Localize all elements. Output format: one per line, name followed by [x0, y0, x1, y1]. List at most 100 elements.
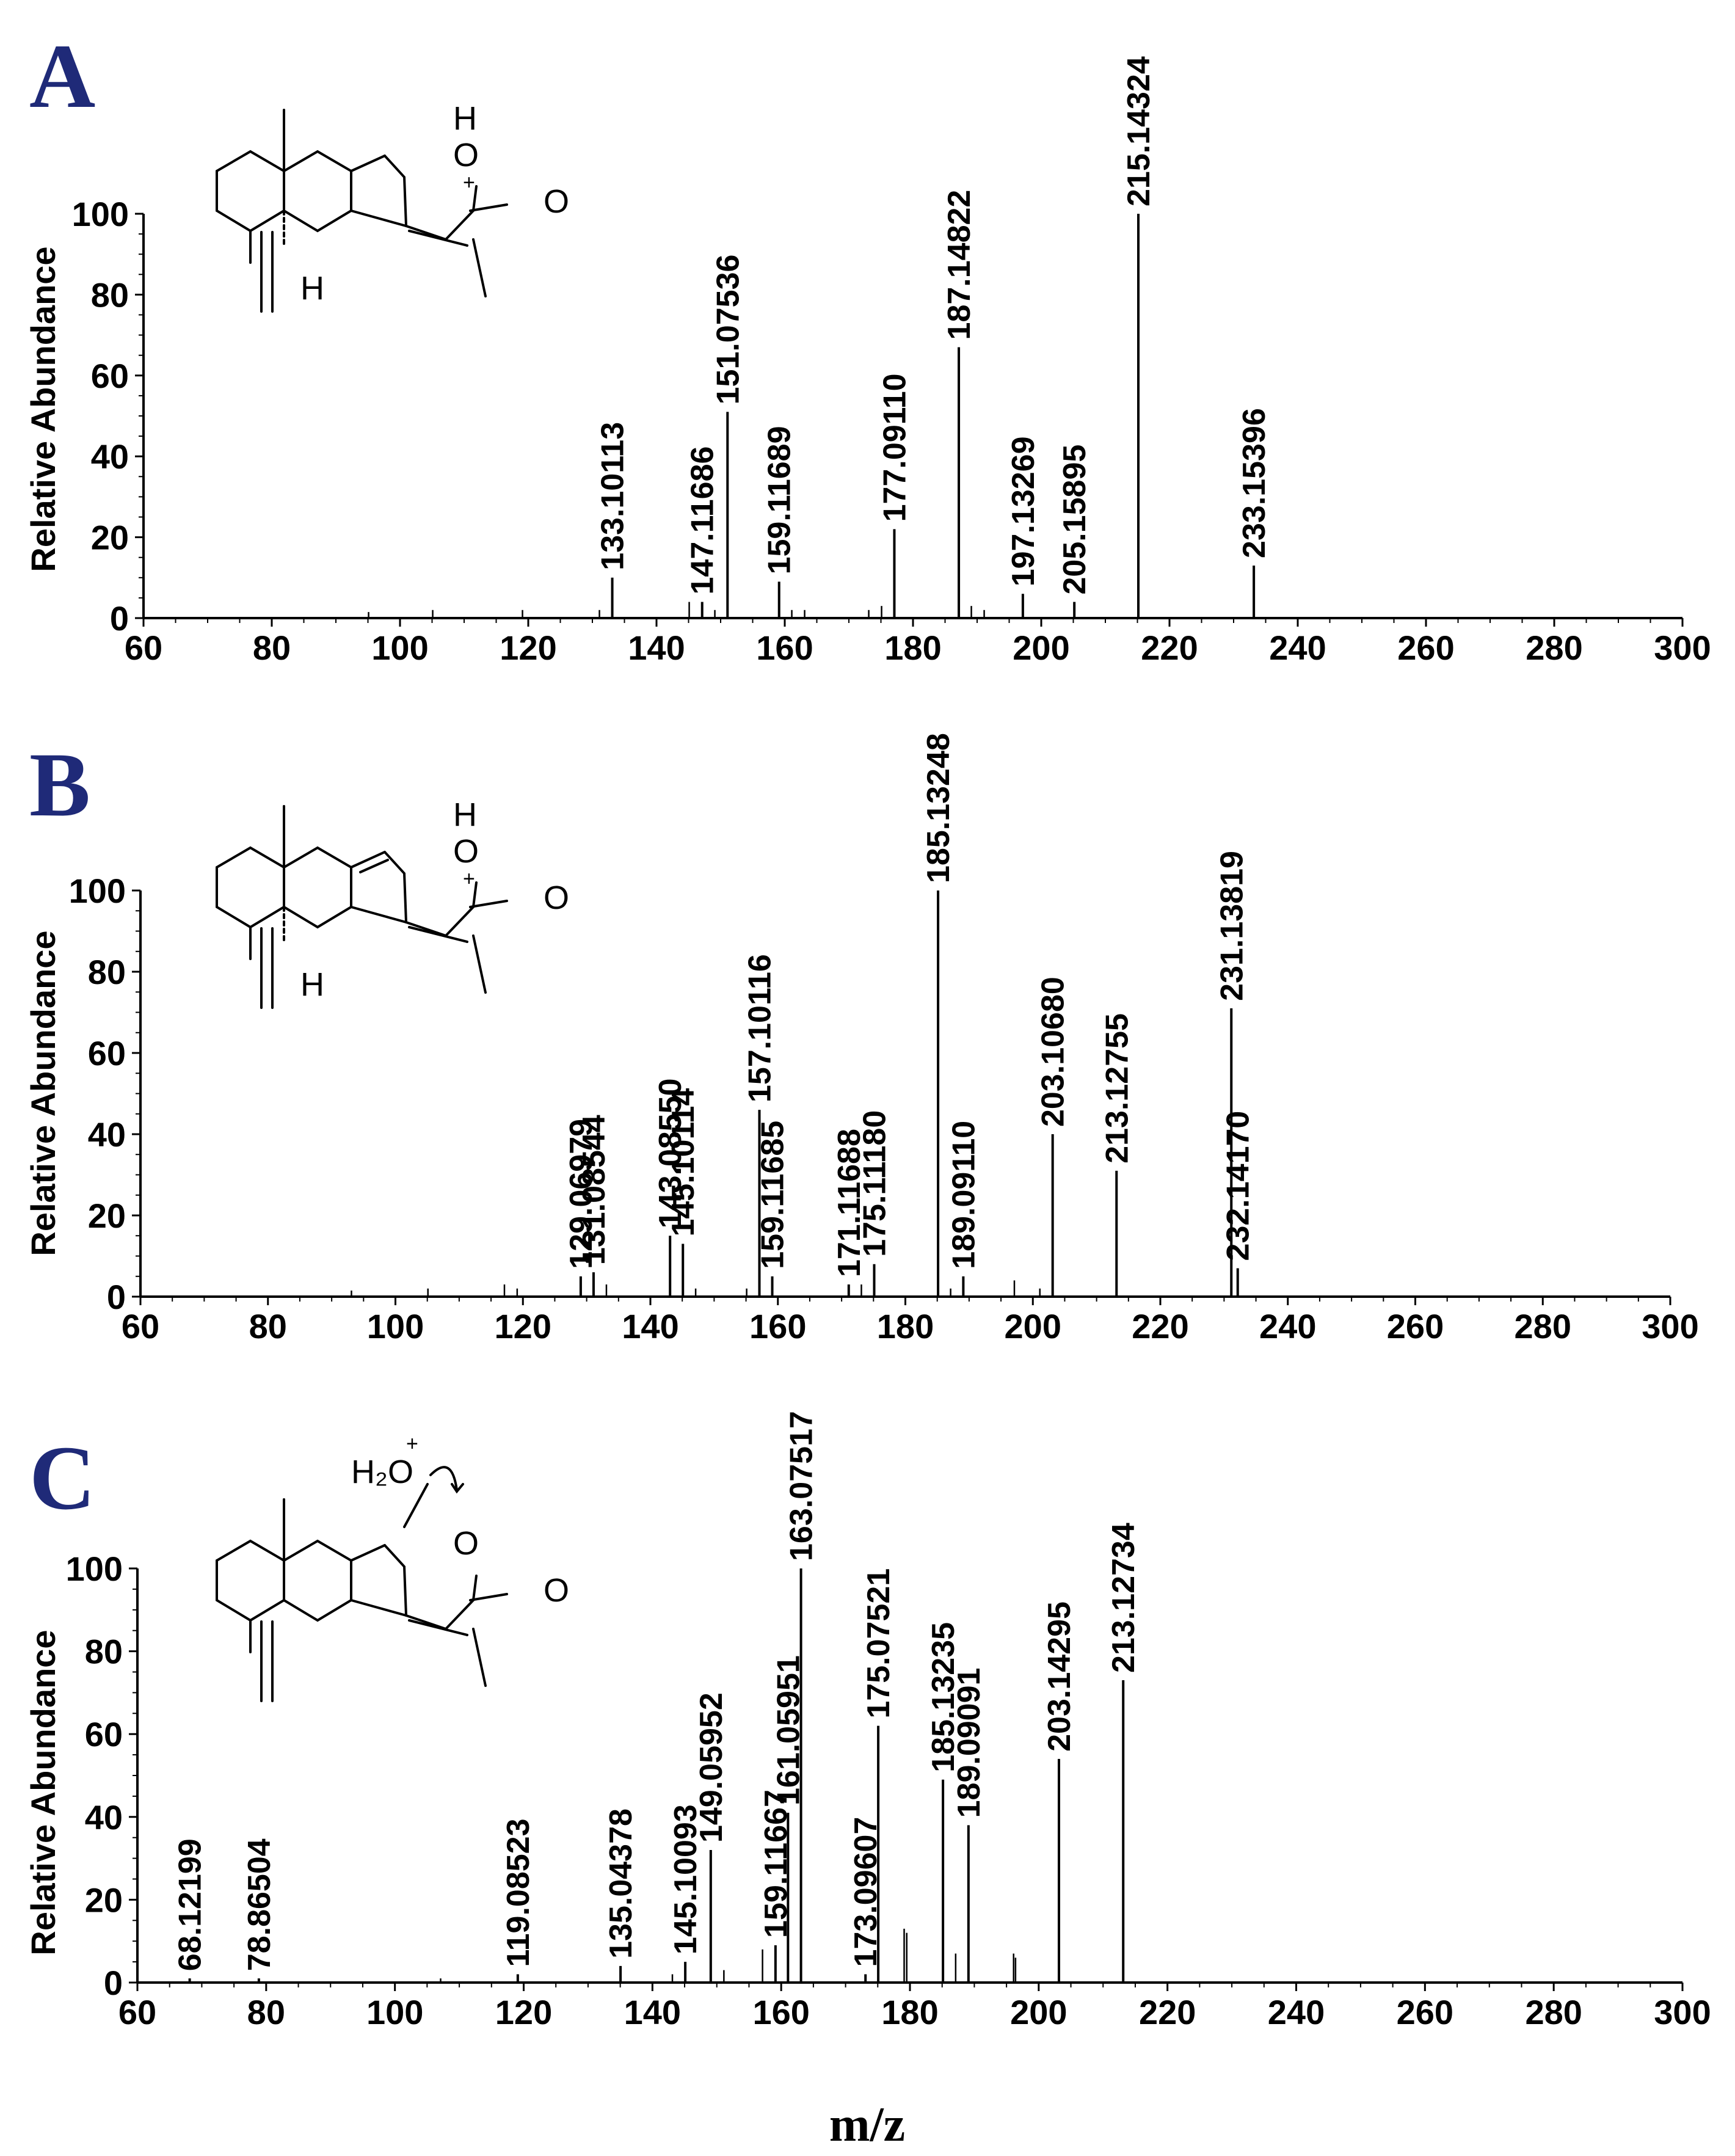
x-tick-label-a: 280	[1526, 628, 1582, 667]
y-tick-label-b: 20	[88, 1196, 126, 1235]
x-tick-label-c: 220	[1139, 1993, 1196, 2031]
y-axis-title-b: Relative Abundance	[24, 930, 62, 1256]
x-tick-label-a: 260	[1397, 628, 1454, 667]
x-tick-label-a: 140	[628, 628, 685, 667]
peak-label-c-11: 185.13235	[926, 1622, 961, 1772]
y-tick-label-b: 0	[107, 1278, 126, 1316]
x-tick-label-b: 80	[249, 1307, 287, 1346]
atom-o-ring-a: O	[453, 137, 479, 173]
x-tick-label-a: 120	[500, 628, 556, 667]
peak-label-a-0: 133.10113	[595, 422, 631, 570]
atom-o-carbonyl-a: O	[544, 183, 569, 220]
atom-h-top-b: H	[453, 796, 477, 833]
panel-letter-a: A	[29, 26, 95, 127]
x-tick-label-a: 80	[253, 628, 291, 667]
chemical-structure-a: O O H H +	[216, 100, 569, 313]
atom-o-carbonyl-b: O	[544, 880, 569, 916]
peak-label-c-2: 119.08523	[501, 1819, 536, 1967]
charge-plus-c: +	[406, 1432, 418, 1455]
panel-b: B Relative Abundance 60 80 100 120 140 160 180…	[24, 733, 1699, 1346]
panel-a: A Relative Abundance 60 80 100 120 140 160 180…	[24, 26, 1711, 667]
y-tick-label-c: 0	[104, 1964, 123, 2002]
x-tick-label-a: 100	[371, 628, 428, 667]
atom-h-top-a: H	[453, 100, 477, 137]
peak-label-b-7: 175.11180	[857, 1110, 892, 1257]
peak-label-b-3: 145.10114	[666, 1088, 701, 1237]
peak-label-b-4: 157.10116	[742, 954, 777, 1102]
peak-label-a-2: 151.07536	[710, 255, 746, 405]
x-tick-label-b: 180	[877, 1307, 934, 1346]
x-tick-label-c: 140	[624, 1993, 681, 2031]
x-tick-label-b: 220	[1132, 1307, 1188, 1346]
peak-label-a-9: 233.15396	[1237, 408, 1272, 558]
peak-label-c-13: 203.14295	[1042, 1601, 1077, 1752]
x-tick-label-c: 180	[881, 1993, 938, 2031]
peak-label-b-8: 185.13248	[921, 733, 956, 883]
peak-label-c-1: 78.86504	[242, 1838, 277, 1971]
x-tick-label-b: 60	[122, 1307, 159, 1346]
y-tick-label-c: 100	[66, 1550, 123, 1588]
x-tick-label-c: 300	[1654, 1993, 1711, 2031]
peak-label-b-6: 171.11688	[832, 1129, 867, 1277]
peak-label-c-3: 135.04378	[603, 1808, 639, 1959]
x-tick-label-c: 120	[495, 1993, 552, 2031]
peak-label-c-8: 163.07517	[784, 1411, 820, 1561]
peak-label-b-11: 213.12755	[1099, 1013, 1135, 1164]
peak-label-b-0: 129.06979	[564, 1119, 599, 1269]
x-tick-label-b: 100	[367, 1307, 424, 1346]
peak-label-a-8: 215.14324	[1121, 56, 1157, 206]
y-tick-label-a: 100	[72, 195, 129, 233]
x-tick-label-a: 60	[125, 628, 162, 667]
peak-label-b-9: 189.09110	[946, 1121, 981, 1269]
x-tick-label-c: 100	[366, 1993, 423, 2031]
peak-label-c-5: 149.05952	[694, 1692, 729, 1843]
peak-label-a-6: 197.13269	[1006, 436, 1041, 586]
chemical-structure-c: O O H₂O +	[216, 1432, 569, 1702]
y-tick-label-a: 60	[91, 357, 129, 395]
peaks-a: 133.10113 147.11686 151.07536 159.11689 177.…	[368, 56, 1272, 618]
axes-c: 60 80 100 120 140 160 180 200 220 240 260 280 300 0 20…	[66, 1550, 1711, 2031]
atom-o-carbonyl-c: O	[544, 1572, 569, 1609]
peak-label-b-12: 231.13819	[1214, 851, 1249, 1001]
y-tick-label-c: 60	[85, 1715, 123, 1754]
peak-label-c-0: 68.12199	[173, 1838, 208, 1971]
x-tick-label-a: 200	[1013, 628, 1069, 667]
peak-label-a-5: 187.14822	[942, 190, 977, 340]
axes-a: 60 80 100 120 140 160 180 200 220 240 260 280 300 0 20…	[72, 195, 1711, 667]
panel-letter-c: C	[29, 1427, 95, 1529]
y-tick-label-b: 40	[88, 1115, 126, 1154]
peak-label-b-10: 203.10680	[1036, 977, 1071, 1127]
panel-letter-b: B	[29, 734, 90, 836]
x-tick-label-a: 240	[1269, 628, 1326, 667]
peak-label-c-4: 145.10093	[668, 1804, 704, 1954]
x-tick-label-b: 240	[1259, 1307, 1316, 1346]
atom-water-c: H₂O	[351, 1454, 413, 1490]
y-tick-label-a: 40	[91, 437, 129, 476]
charge-plus-b: +	[463, 867, 475, 890]
atom-o-ring-b: O	[453, 833, 479, 870]
y-tick-label-a: 0	[110, 599, 129, 638]
charge-plus-a: +	[463, 171, 475, 194]
y-axis-title-a: Relative Abundance	[24, 246, 62, 572]
peaks-c: 68.12199 78.86504 119.08523 135.04378 145.10…	[173, 1411, 1141, 1983]
x-tick-label-b: 280	[1515, 1307, 1571, 1346]
chemical-structure-b: O O H H +	[216, 796, 569, 1009]
peak-label-a-1: 147.11686	[685, 446, 721, 595]
y-tick-label-c: 20	[85, 1881, 123, 1919]
peak-label-a-7: 205.15895	[1057, 445, 1093, 595]
y-tick-label-a: 80	[91, 275, 129, 314]
x-tick-label-a: 220	[1141, 628, 1198, 667]
atom-o-ring-c: O	[453, 1525, 479, 1562]
peak-label-a-3: 159.11689	[762, 426, 798, 574]
x-tick-label-a: 180	[884, 628, 941, 667]
x-tick-label-c: 60	[118, 1993, 156, 2031]
y-tick-label-b: 80	[88, 953, 126, 991]
x-tick-label-b: 160	[749, 1307, 806, 1346]
y-tick-label-a: 20	[91, 519, 129, 557]
x-tick-label-c: 200	[1010, 1993, 1067, 2031]
peak-label-c-10: 175.07521	[861, 1568, 897, 1719]
x-tick-label-c: 240	[1268, 1993, 1325, 2031]
atom-h-junction-b: H	[300, 966, 324, 1003]
x-tick-label-a: 300	[1654, 628, 1711, 667]
